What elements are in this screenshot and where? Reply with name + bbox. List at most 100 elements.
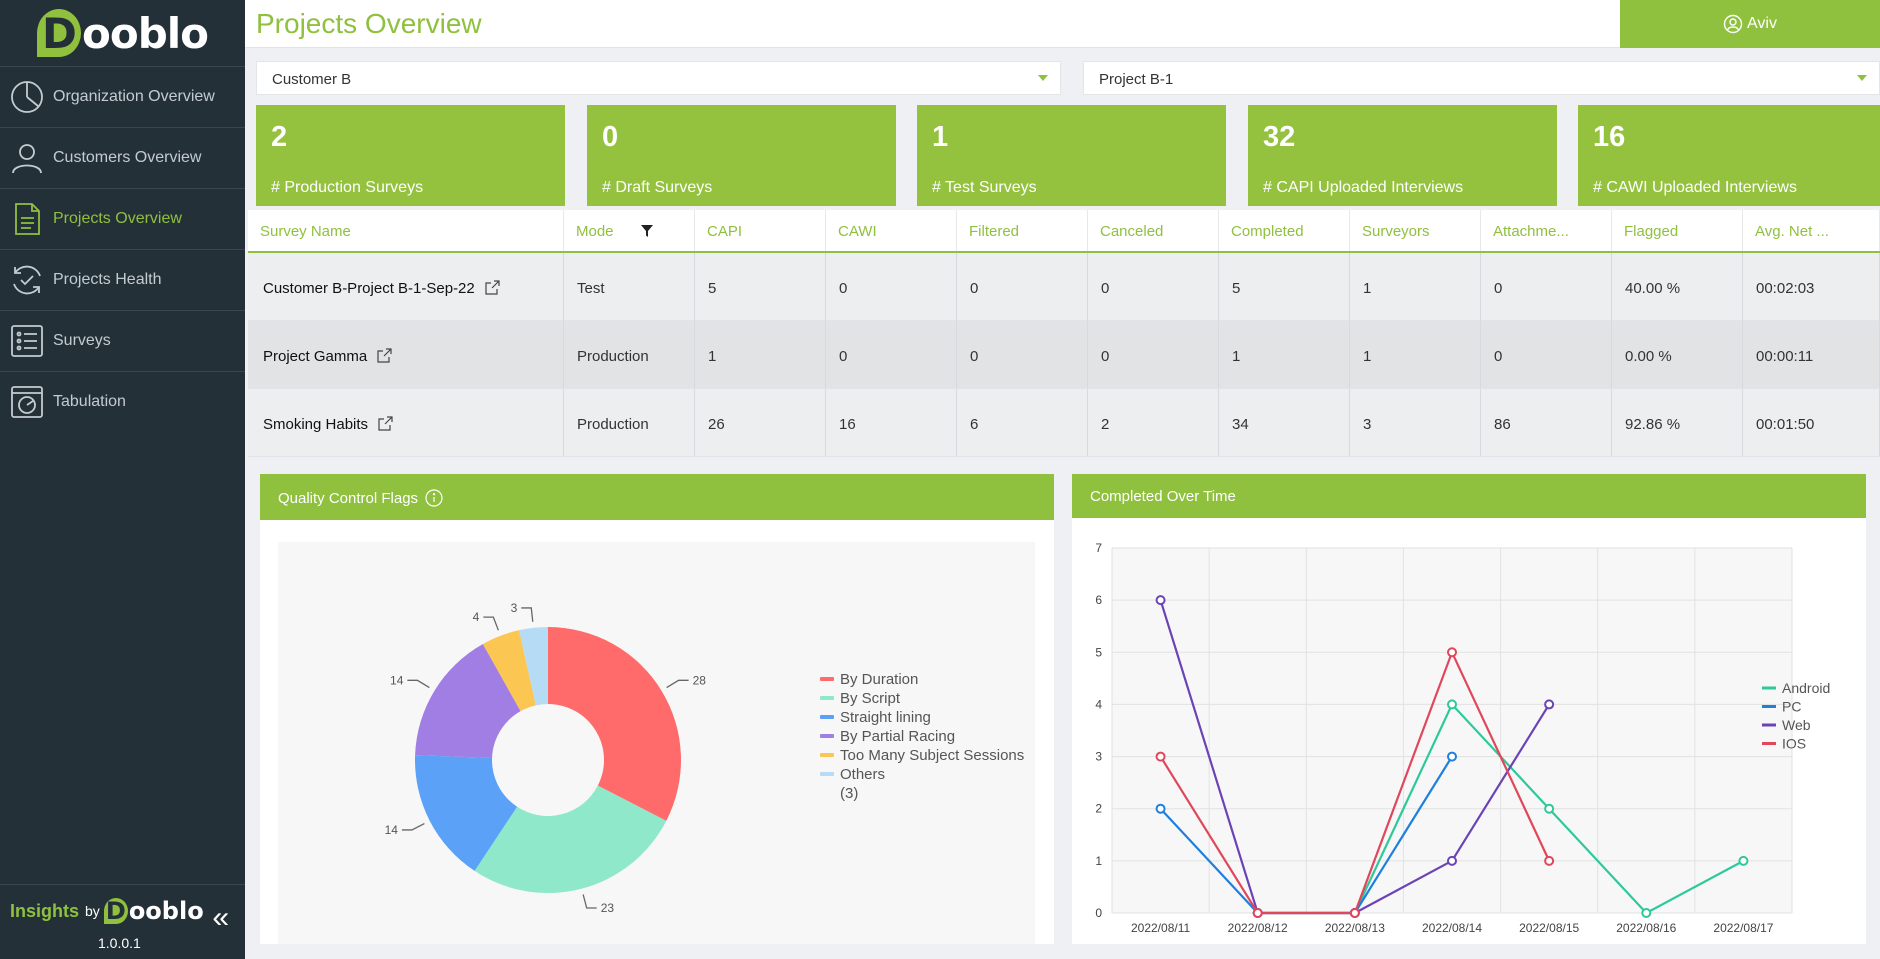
column-header-canceled[interactable]: Canceled	[1088, 210, 1219, 251]
y-tick-label: 6	[1095, 593, 1102, 607]
x-tick-label: 2022/08/16	[1616, 921, 1676, 935]
project-select-value: Project B-1	[1099, 71, 1174, 88]
sidebar-item-tabulation[interactable]: Tabulation	[0, 371, 245, 432]
column-header-capi[interactable]: CAPI	[695, 210, 826, 251]
y-tick-label: 2	[1095, 802, 1102, 816]
info-icon[interactable]	[425, 489, 443, 507]
column-header-completed[interactable]: Completed	[1219, 210, 1350, 251]
x-tick-label: 2022/08/14	[1422, 921, 1482, 935]
data-point-web[interactable]	[1544, 699, 1555, 710]
external-link-icon[interactable]	[377, 348, 392, 363]
data-point-pc[interactable]	[1155, 803, 1166, 814]
pie-slice-by-script[interactable]	[474, 785, 667, 893]
sidebar-item-customers-overview[interactable]: Customers Overview	[0, 127, 245, 188]
sidebar-item-projects-health[interactable]: Projects Health	[0, 249, 245, 310]
pie-slice-too-many-subject-sessions[interactable]	[482, 630, 536, 712]
table-row[interactable]: Smoking Habits Production 26 16 6 2 34 3…	[248, 389, 1880, 457]
legend-item-by-duration[interactable]: By Duration	[820, 670, 1024, 689]
legend-item-by-script[interactable]: By Script	[820, 689, 1024, 708]
data-point-ios[interactable]	[1252, 908, 1263, 918]
legend-item-too-many-subject-sessions[interactable]: Too Many Subject Sessions	[820, 746, 1024, 765]
column-header-mode[interactable]: Mode	[564, 210, 695, 251]
survey-name-cell[interactable]: Project Gamma	[248, 321, 564, 388]
legend-label-pc[interactable]: PC	[1782, 699, 1801, 715]
data-point-ios[interactable]	[1349, 908, 1360, 918]
data-point-android[interactable]	[1544, 803, 1555, 814]
column-header-flagged[interactable]: Flagged	[1612, 210, 1743, 251]
column-header-filtered[interactable]: Filtered	[957, 210, 1088, 251]
card-value: 32	[1263, 121, 1296, 153]
sidebar-item-projects-overview[interactable]: Projects Overview	[0, 188, 245, 249]
user-menu-button[interactable]: Aviv	[1620, 0, 1880, 48]
pie-data-label: 14	[385, 823, 399, 837]
legend-label-android[interactable]: Android	[1782, 680, 1830, 696]
column-header-attachments[interactable]: Attachme...	[1481, 210, 1612, 251]
data-point-android[interactable]	[1738, 855, 1749, 866]
data-point-android[interactable]	[1641, 908, 1652, 918]
legend-item-straight-lining[interactable]: Straight lining	[820, 708, 1024, 727]
data-point-pc[interactable]	[1447, 751, 1457, 762]
card-label: # Test Surveys	[932, 179, 1037, 196]
pie-label-leader	[401, 822, 425, 831]
table-row[interactable]: Customer B-Project B-1-Sep-22 Test 5 0 0…	[248, 253, 1880, 321]
legend-swatch	[820, 677, 834, 681]
x-tick-label: 2022/08/13	[1325, 921, 1385, 935]
user-name: Aviv	[1747, 15, 1777, 32]
page-title: Projects Overview	[256, 8, 482, 39]
external-link-icon[interactable]	[485, 280, 500, 295]
data-point-ios[interactable]	[1447, 647, 1457, 658]
data-point-ios[interactable]	[1544, 855, 1555, 866]
legend-swatch	[820, 753, 834, 757]
completed-cell: 5	[1219, 253, 1350, 320]
data-point-android[interactable]	[1447, 699, 1457, 710]
data-point-web[interactable]	[1447, 855, 1457, 866]
survey-name-cell[interactable]: Smoking Habits	[248, 389, 564, 456]
filter-icon[interactable]	[641, 225, 653, 237]
pie-slice-straight-lining[interactable]	[415, 755, 518, 871]
pie-slice-by-partial-racing[interactable]	[415, 644, 521, 758]
pie-slice-by-duration[interactable]	[548, 627, 681, 821]
chevron-down-icon	[1857, 75, 1867, 81]
pie-slice-others[interactable]	[519, 627, 548, 706]
card-label: # CAWI Uploaded Interviews	[1593, 179, 1797, 196]
data-point-web[interactable]	[1155, 595, 1166, 606]
survey-name-cell[interactable]: Customer B-Project B-1-Sep-22	[248, 253, 564, 320]
legend-label-ios[interactable]: IOS	[1782, 736, 1806, 752]
card-value: 0	[602, 121, 619, 153]
flagged-cell: 0.00 %	[1612, 321, 1743, 388]
pie-data-label: 3	[511, 601, 518, 615]
card-label: # CAPI Uploaded Interviews	[1263, 179, 1464, 196]
collapse-sidebar-icon[interactable]: «	[212, 901, 229, 934]
sidebar-item-label: Customers Overview	[53, 149, 202, 166]
x-tick-label: 2022/08/17	[1713, 921, 1773, 935]
sidebar-item-organization-overview[interactable]: Organization Overview	[0, 66, 245, 127]
legend-swatch	[820, 696, 834, 700]
attachments-cell: 0	[1481, 321, 1612, 388]
pie-data-label: 28	[693, 673, 707, 687]
table-row[interactable]: Project Gamma Production 1 0 0 0 1 1 0 0…	[248, 321, 1880, 389]
project-select[interactable]: Project B-1	[1083, 61, 1880, 95]
sidebar-item-surveys[interactable]: Surveys	[0, 310, 245, 371]
legend-item-by-partial-racing[interactable]: By Partial Racing	[820, 727, 1024, 746]
data-point-ios[interactable]	[1155, 751, 1166, 762]
surveyors-cell: 1	[1350, 321, 1481, 388]
column-header-cawi[interactable]: CAWI	[826, 210, 957, 251]
time-panel-title: Completed Over Time	[1090, 488, 1236, 505]
column-header-avg-net[interactable]: Avg. Net ...	[1743, 210, 1880, 251]
qc-legend: By Duration By Script Straight lining By…	[820, 670, 1024, 803]
column-header-surveyors[interactable]: Surveyors	[1350, 210, 1481, 251]
legend-label-web[interactable]: Web	[1782, 717, 1811, 733]
survey-name: Customer B-Project B-1-Sep-22	[263, 280, 475, 297]
avg-net-cell: 00:01:50	[1743, 389, 1880, 456]
survey-name: Project Gamma	[263, 348, 368, 365]
surveyors-cell: 1	[1350, 253, 1481, 320]
external-link-icon[interactable]	[378, 416, 393, 431]
column-header-survey-name[interactable]: Survey Name	[248, 210, 564, 251]
avg-net-cell: 00:00:11	[1743, 321, 1880, 388]
customer-select[interactable]: Customer B	[256, 61, 1061, 95]
filtered-cell: 0	[957, 253, 1088, 320]
legend-item-others[interactable]: Others (3)	[820, 765, 1024, 803]
